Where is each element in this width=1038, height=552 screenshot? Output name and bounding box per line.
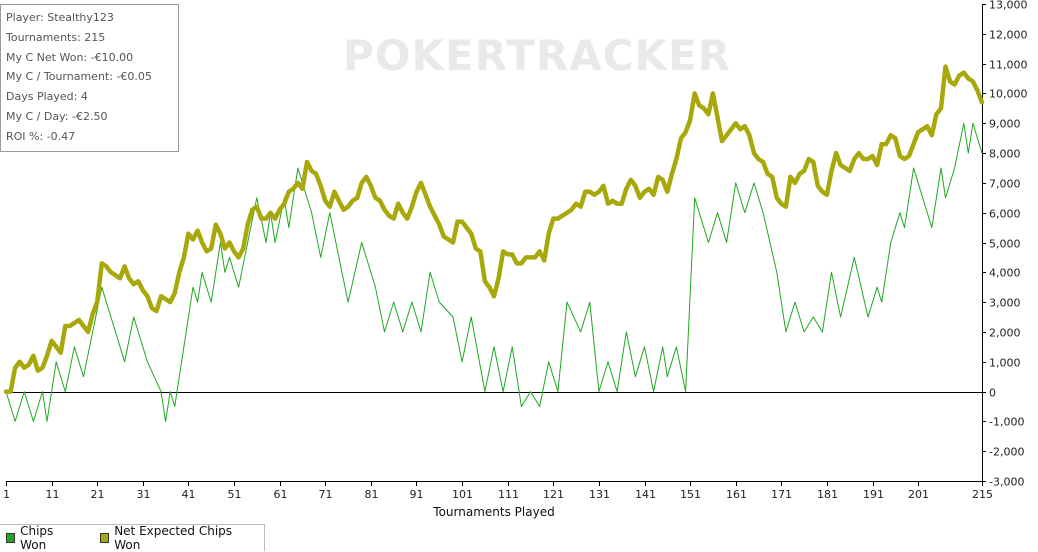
legend-swatch-net-expected: [100, 533, 110, 543]
stat-per-day: My C / Day: -€2.50: [6, 109, 108, 123]
y-ticks: -3,000 -2,000 -1,000 0 1,000 2,000 3,000 4,000 5…: [982, 0, 1028, 489]
y-tick-label: -3,000: [989, 476, 1024, 489]
watermark-text: POKERTRACKER: [343, 31, 731, 80]
stat-roi: ROI %: -0.47: [6, 129, 76, 143]
y-tick-label: 9,000: [989, 118, 1021, 131]
stat-tournaments: Tournaments: 215: [6, 30, 106, 44]
x-tick-label: 131: [589, 488, 610, 501]
y-tick-label: 1,000: [989, 357, 1021, 370]
y-tick-label: 8,000: [989, 148, 1021, 161]
x-tick-label: 11: [46, 488, 60, 501]
y-tick-label: 7,000: [989, 178, 1021, 191]
x-tick-label: 161: [726, 488, 747, 501]
x-tick-label: 81: [365, 488, 379, 501]
y-tick-label: 12,000: [989, 29, 1028, 42]
y-tick-label: 10,000: [989, 88, 1028, 101]
stats-panel: Player: Stealthy123 Tournaments: 215 My …: [0, 4, 179, 152]
x-tick-label: 215: [972, 488, 993, 501]
x-tick-label: 101: [452, 488, 473, 501]
x-tick-label: 91: [410, 488, 424, 501]
y-tick-label: -2,000: [989, 446, 1024, 459]
stat-player: Player: Stealthy123: [6, 11, 114, 24]
y-tick-label: 6,000: [989, 208, 1021, 221]
x-tick-label: 201: [908, 488, 929, 501]
stat-per-tournament: My C / Tournament: -€0.05: [6, 70, 152, 84]
chart-area: POKERTRACKER -3,000 -2,000 -1,000 0 1,000 2,0…: [3, 0, 1028, 519]
legend-label-net-expected: Net Expected Chips Won: [114, 524, 233, 552]
y-tick-label: 11,000: [989, 59, 1028, 72]
x-tick-label: 141: [635, 488, 656, 501]
x-tick-label: 1: [3, 488, 10, 501]
series-line-chips-won: [5, 122, 983, 422]
legend-label-chips-won: Chips Won: [20, 524, 54, 552]
y-tick-label: 13,000: [989, 0, 1028, 12]
series-layer: [3, 64, 985, 422]
x-tick-label: 21: [91, 488, 105, 501]
x-tick-label: 61: [274, 488, 288, 501]
y-tick-label: 5,000: [989, 238, 1021, 251]
stat-net-won: My C Net Won: -€10.00: [6, 50, 134, 64]
stat-days-played: Days Played: 4: [6, 90, 88, 104]
legend-swatch-chips-won: [6, 533, 16, 543]
x-ticks: 1 11 21 31 41 51 61 71 81 91 101 111 121 131 141 151 161…: [3, 481, 993, 501]
x-tick-label: 151: [680, 488, 701, 501]
x-tick-label: 121: [543, 488, 564, 501]
x-tick-label: 41: [182, 488, 196, 501]
x-tick-label: 51: [228, 488, 242, 501]
x-tick-label: 71: [319, 488, 333, 501]
x-tick-label: 181: [817, 488, 838, 501]
x-axis-label: Tournaments Played: [432, 505, 554, 519]
y-tick-label: 2,000: [989, 327, 1021, 340]
x-tick-label: 191: [863, 488, 884, 501]
legend: Chips Won Net Expected Chips Won: [0, 524, 265, 552]
x-tick-label: 31: [137, 488, 151, 501]
y-tick-label: -1,000: [989, 416, 1024, 429]
legend-item-net-expected[interactable]: Net Expected Chips Won: [100, 524, 246, 552]
watermark-logo: POKERTRACKER: [343, 31, 731, 80]
y-tick-label: 0: [989, 387, 996, 400]
y-tick-label: 4,000: [989, 267, 1021, 280]
legend-item-chips-won[interactable]: Chips Won: [6, 524, 76, 552]
x-tick-label: 171: [771, 488, 792, 501]
x-tick-label: 111: [498, 488, 519, 501]
series-line-net-expected: [3, 64, 985, 394]
y-tick-label: 3,000: [989, 297, 1021, 310]
